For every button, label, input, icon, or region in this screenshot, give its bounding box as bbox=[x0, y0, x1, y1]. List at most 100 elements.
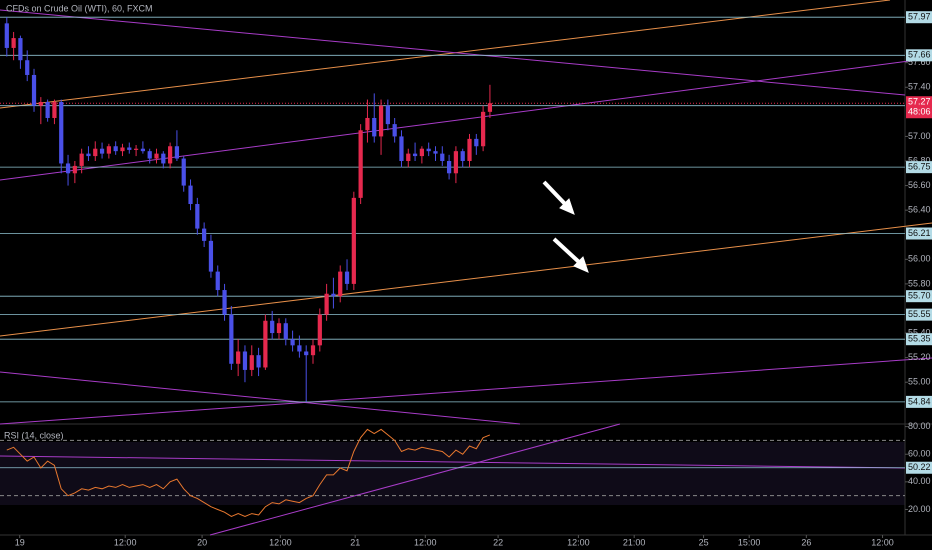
y-tick-label: 60.00 bbox=[908, 449, 931, 459]
candle-body bbox=[310, 345, 316, 356]
x-tick-label: 22 bbox=[493, 537, 503, 547]
candle-body bbox=[215, 271, 220, 291]
level-label-box bbox=[906, 290, 932, 303]
candle-body bbox=[188, 185, 193, 205]
x-tick-label: 21 bbox=[350, 537, 360, 547]
candle-body bbox=[127, 147, 132, 150]
candle-body bbox=[385, 105, 390, 125]
candle-body bbox=[344, 271, 350, 284]
x-tick-label: 21:00 bbox=[623, 537, 646, 547]
trend-line bbox=[0, 222, 932, 337]
candle-body bbox=[365, 117, 370, 131]
rsi-band bbox=[0, 442, 905, 505]
candle-body bbox=[113, 146, 118, 152]
x-tick-label: 15:00 bbox=[738, 537, 761, 547]
candle-body bbox=[460, 151, 465, 161]
candle-body bbox=[208, 240, 214, 272]
candle-body bbox=[93, 148, 98, 157]
candle-body bbox=[304, 351, 309, 356]
candle-body bbox=[372, 117, 377, 137]
candle-body bbox=[263, 320, 268, 368]
trend-line bbox=[209, 423, 621, 536]
candle-body bbox=[351, 197, 356, 284]
candle-body bbox=[378, 105, 384, 137]
x-tick-label: 12:00 bbox=[871, 537, 894, 547]
candle-body bbox=[467, 138, 472, 161]
candle-body bbox=[283, 323, 288, 340]
candle-body bbox=[249, 355, 254, 370]
candle-body bbox=[25, 60, 30, 75]
candle-body bbox=[331, 293, 336, 297]
y-tick-label: 55.80 bbox=[908, 278, 931, 288]
level-label-box bbox=[906, 49, 932, 62]
x-tick-label: 26 bbox=[801, 537, 811, 547]
x-tick-label: 12:00 bbox=[269, 537, 292, 547]
candle-body bbox=[406, 153, 411, 161]
trend-line bbox=[0, 371, 521, 425]
candle-body bbox=[65, 163, 71, 174]
y-tick-label: 57.60 bbox=[908, 57, 931, 67]
candle-body bbox=[4, 23, 9, 48]
trend-line bbox=[0, 455, 906, 469]
level-label-box bbox=[906, 161, 932, 174]
candle-body bbox=[222, 290, 227, 315]
candle-body bbox=[133, 148, 139, 150]
candle-body bbox=[270, 320, 275, 334]
last-price-box bbox=[906, 96, 932, 119]
candle-body bbox=[86, 153, 91, 157]
rsi-title: RSI (14, close) bbox=[4, 430, 64, 440]
candle-body bbox=[79, 153, 84, 166]
candle-body bbox=[45, 102, 50, 118]
candle-body bbox=[433, 151, 438, 154]
candle-body bbox=[236, 351, 241, 364]
trend-line bbox=[0, 57, 932, 181]
level-label: 57.66 bbox=[908, 50, 931, 60]
level-label-box bbox=[906, 227, 932, 240]
level-label-box bbox=[906, 461, 932, 474]
y-tick-label: 20.00 bbox=[908, 504, 931, 514]
y-tick-label: 57.40 bbox=[908, 82, 931, 92]
arrow bbox=[552, 237, 589, 273]
trend-line bbox=[0, 357, 932, 425]
candle-body bbox=[106, 146, 111, 154]
candle-body bbox=[453, 151, 459, 174]
candle-body bbox=[59, 102, 64, 164]
y-tick-label: 56.80 bbox=[908, 155, 931, 165]
candle-body bbox=[242, 351, 248, 370]
candle-body bbox=[324, 293, 329, 315]
candle-body bbox=[202, 228, 207, 241]
y-tick-label: 80.00 bbox=[908, 421, 931, 431]
trend-line bbox=[0, 0, 891, 109]
candle-body bbox=[195, 204, 200, 229]
level-label-box bbox=[906, 333, 932, 346]
y-tick-label: 56.40 bbox=[908, 205, 931, 215]
candle-body bbox=[72, 165, 77, 174]
candle-body bbox=[317, 314, 322, 346]
level-label: 55.35 bbox=[908, 334, 931, 344]
level-label: 55.70 bbox=[908, 291, 931, 301]
x-tick-label: 12:00 bbox=[414, 537, 437, 547]
y-tick-label: 55.40 bbox=[908, 327, 931, 337]
candle-body bbox=[392, 124, 397, 137]
candle-body bbox=[229, 314, 234, 364]
candle-body bbox=[18, 38, 23, 61]
level-label-box bbox=[906, 11, 932, 24]
y-tick-label: 56.00 bbox=[908, 254, 931, 264]
x-tick-label: 12:00 bbox=[567, 537, 590, 547]
level-label: 55.55 bbox=[908, 309, 931, 319]
level-label: 56.21 bbox=[908, 228, 931, 238]
level-label: 56.75 bbox=[908, 162, 931, 172]
candle-body bbox=[297, 345, 302, 352]
candle-body bbox=[487, 103, 493, 112]
y-tick-label: 55.20 bbox=[908, 352, 931, 362]
candle-body bbox=[358, 130, 363, 198]
candle-body bbox=[290, 339, 295, 346]
candle-body bbox=[481, 111, 486, 147]
countdown-label: 48:06 bbox=[908, 107, 931, 117]
candle-body bbox=[154, 153, 159, 159]
candle-body bbox=[99, 148, 105, 154]
level-label: 54.84 bbox=[908, 396, 931, 406]
y-tick-label: 56.60 bbox=[908, 180, 931, 190]
candle-body bbox=[140, 148, 146, 152]
